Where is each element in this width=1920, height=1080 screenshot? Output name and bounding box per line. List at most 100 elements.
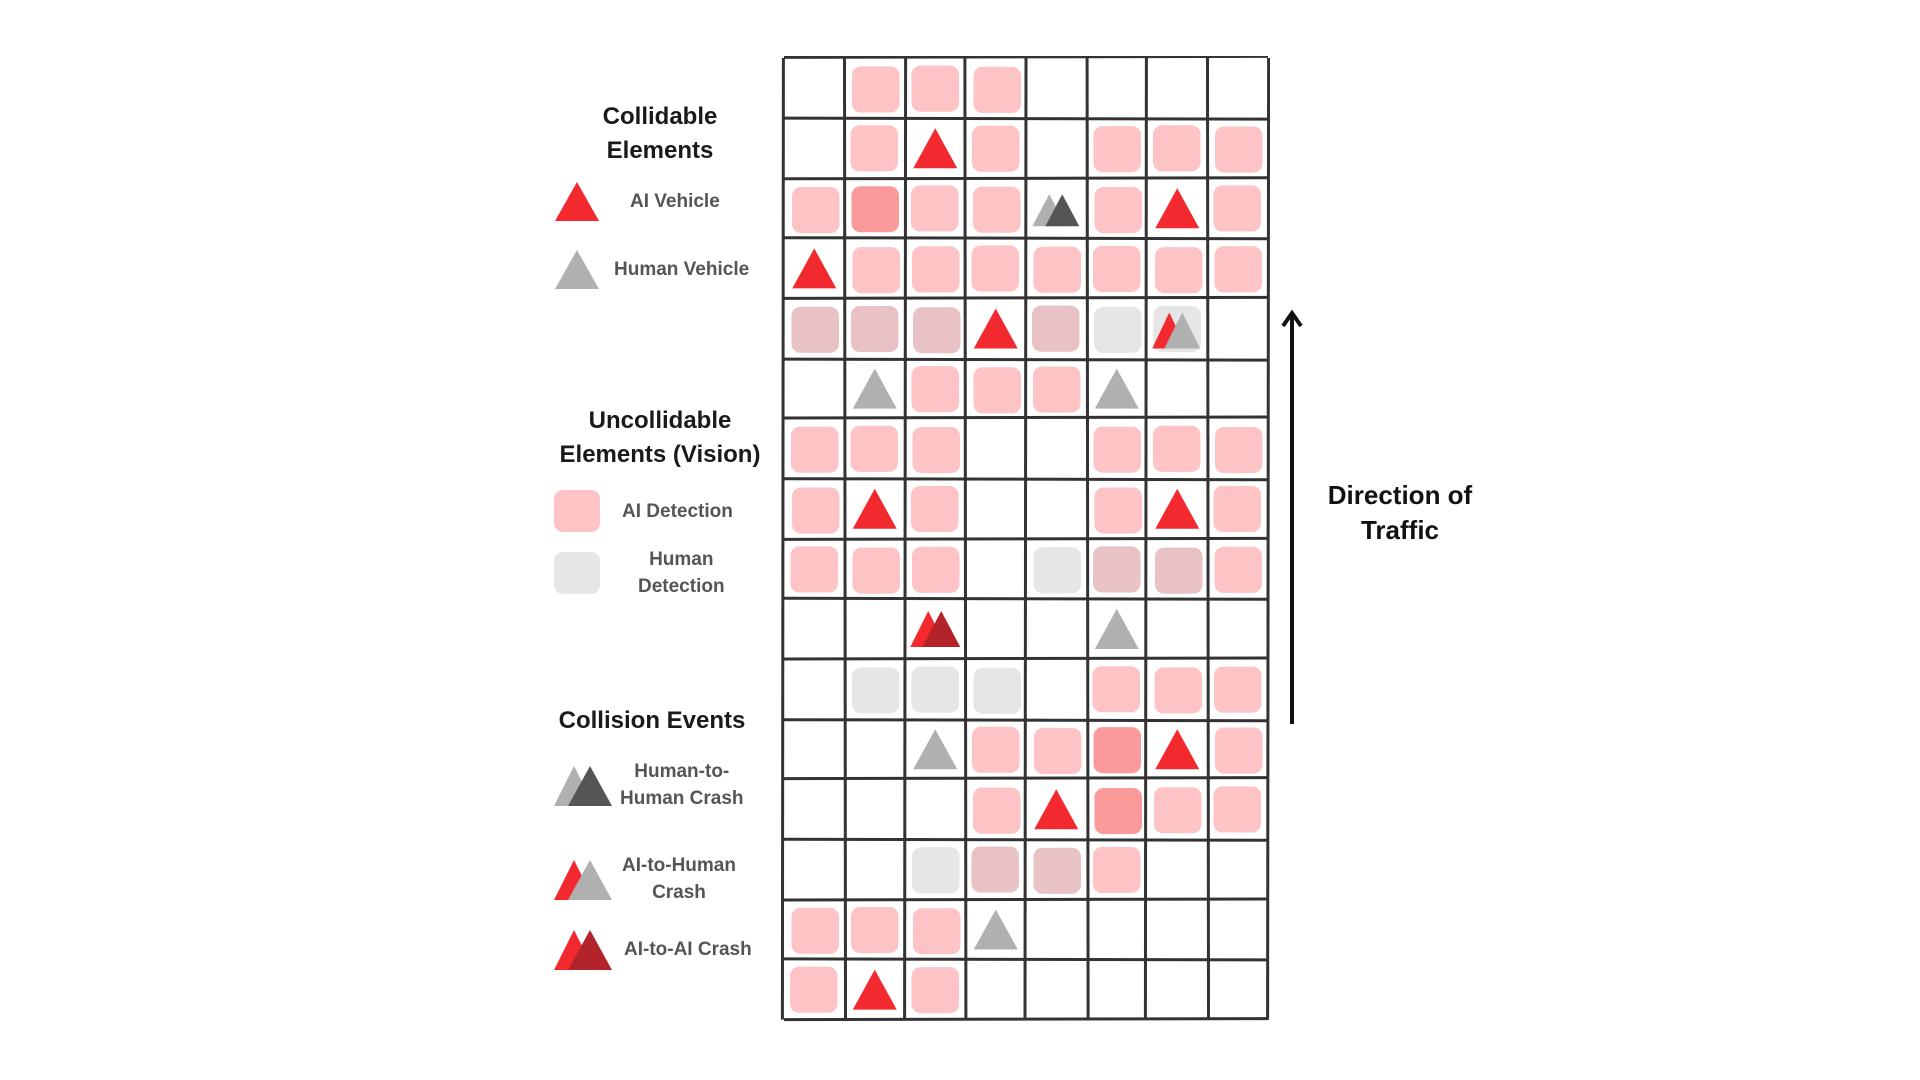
ai-detection-cell: [912, 427, 960, 474]
human-detection-swatch: [554, 552, 600, 594]
ai-detection-label: AI Detection: [622, 500, 733, 522]
ai-detection-cell: [1215, 727, 1263, 774]
ai-detection-cell: [912, 246, 960, 293]
ai-detection-cell: [911, 65, 959, 112]
ai-detection-cell: [1214, 246, 1262, 293]
human-detection-cell: [973, 667, 1021, 714]
human-vehicle-icon: [1094, 368, 1139, 409]
human-detection-label: Human Detection: [638, 549, 725, 597]
ai-detection-cell: [972, 726, 1020, 773]
ai-detection-cell: [1094, 487, 1142, 534]
ai-detection-cell: [852, 547, 900, 594]
grid-row-line: [783, 718, 1269, 723]
ai-detection-cell: [1093, 126, 1141, 173]
ai-detection-cell: [913, 908, 961, 955]
ai-detection-cell: [912, 546, 960, 593]
ai-detection-cell: [971, 846, 1019, 893]
ai-vehicle-icon: [1034, 789, 1079, 830]
ai-to-ai-crash-icon: [554, 930, 612, 970]
grid-row-line: [783, 837, 1269, 842]
ai-vehicle-icon: [1155, 488, 1200, 529]
ai-detection-cell: [911, 366, 959, 413]
ai-detection-cell: [791, 306, 839, 353]
human-detection-cell: [1033, 547, 1081, 594]
grid-row-line: [783, 1017, 1269, 1022]
ai-detection-cell: [1093, 846, 1141, 893]
direction-of-traffic-label: Direction of Traffic: [1327, 480, 1473, 545]
grid-row-line: [783, 957, 1269, 962]
ai-vehicle-icon: [973, 308, 1018, 349]
traffic-grid: [780, 54, 1271, 1031]
traffic-direction-arrow-icon: [1281, 309, 1303, 724]
ai-detection-cell: [911, 485, 959, 532]
ai-detection-cell: [973, 787, 1021, 834]
ai-detection-cell: [1153, 425, 1201, 472]
ai-detection-cell: [851, 306, 899, 353]
ai-detection-cell: [851, 186, 899, 233]
human-vehicle-crash-icon: [1164, 312, 1201, 349]
ai-detection-cell: [913, 307, 961, 354]
human-vehicle-icon: [913, 729, 958, 770]
grid-column-line: [1266, 57, 1271, 1020]
legend-ai-to-ai: AI-to-AI Crash: [552, 924, 752, 974]
human-vehicle-label: Human Vehicle: [614, 258, 750, 280]
ai-detection-cell: [1093, 727, 1141, 774]
human-detection-cell: [1094, 306, 1142, 353]
ai-to-human-label: AI-to-Human Crash: [622, 855, 736, 903]
ai-to-ai-label: AI-to-AI Crash: [624, 938, 752, 960]
ai-detection-cell: [1094, 187, 1142, 234]
ai-detection-cell: [852, 66, 900, 113]
legend-human-to-human: Human-to- Human Crash: [552, 758, 744, 812]
grid-row-line: [783, 656, 1269, 661]
ai-detection-cell: [850, 425, 898, 472]
ai-detection-cell: [1213, 786, 1261, 833]
grid-row-line: [783, 236, 1269, 241]
legend-human-vehicle: Human Vehicle: [552, 246, 749, 292]
traffic-grid-svg: [780, 54, 1271, 1022]
ai-detection-cell: [1093, 245, 1141, 292]
ai-detection-cell: [1215, 427, 1263, 474]
ai-vehicle-icon: [852, 488, 897, 529]
legend-ai-vehicle: AI Vehicle: [552, 178, 720, 224]
collidable-title: Collidable Elements: [602, 103, 718, 164]
ai-detection-cell: [971, 245, 1019, 292]
grid-column-line: [780, 57, 785, 1020]
ai-detection-cell: [1154, 787, 1202, 834]
collision-title: Collision Events: [558, 707, 746, 734]
ai-vehicle-crash-icon: [922, 611, 961, 647]
grid-row-line: [783, 596, 1269, 601]
human-vehicle-icon: [1094, 609, 1139, 649]
grid-row-line: [783, 536, 1269, 541]
ai-detection-cell: [790, 966, 838, 1013]
ai-detection-cell: [1214, 666, 1262, 713]
ai-detection-cell: [972, 125, 1020, 172]
ai-vehicle-icon: [1155, 188, 1200, 229]
human-vehicle-crash-icon: [1045, 194, 1080, 227]
ai-vehicle-icon: [1155, 729, 1200, 770]
ai-detection-cell: [792, 487, 840, 534]
ai-detection-cell: [1034, 727, 1082, 774]
ai-detection-cell: [1153, 125, 1201, 172]
human-to-human-crash-icon: [554, 766, 612, 806]
human-to-human-label: Human-to- Human Crash: [620, 761, 744, 809]
ai-detection-cell: [911, 185, 959, 232]
ai-detection-cell: [791, 426, 839, 473]
ai-detection-cell: [1092, 666, 1140, 713]
ai-detection-cell: [973, 186, 1021, 233]
grid-row-line: [783, 477, 1269, 482]
ai-detection-cell: [850, 125, 898, 172]
grid-row-line: [783, 897, 1269, 902]
grid-row-line: [783, 295, 1269, 300]
ai-detection-cell: [1033, 366, 1081, 413]
ai-detection-swatch: [554, 490, 600, 532]
ai-detection-cell: [1094, 788, 1142, 835]
ai-detection-cell: [973, 66, 1021, 113]
ai-vehicle-icon: [792, 248, 837, 289]
grid-row-line: [783, 357, 1269, 362]
ai-detection-cell: [852, 247, 900, 294]
uncollidable-title: Uncollidable Elements (Vision): [559, 407, 761, 468]
ai-detection-cell: [791, 907, 839, 954]
ai-vehicle-icon: [852, 969, 897, 1010]
grid-row-line: [783, 176, 1269, 181]
ai-detection-cell: [973, 367, 1021, 414]
